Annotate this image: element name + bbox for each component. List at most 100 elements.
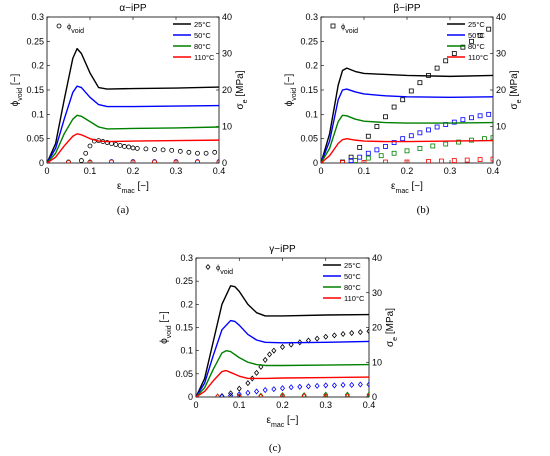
data-point xyxy=(297,383,303,390)
data-point xyxy=(443,58,449,64)
legend-label: 50°C xyxy=(468,31,485,40)
y-right-tick-label: 30 xyxy=(222,49,232,59)
data-point xyxy=(245,380,251,387)
legend-marker-label: ϕvoid xyxy=(67,22,84,35)
chart-b: 0 0.1 0.2 0.3 0.400.050.10.150.20.250.301020… xyxy=(284,3,523,216)
y-left-tick-label: 0.25 xyxy=(175,276,193,286)
x-tick-label: 0.4 xyxy=(213,166,226,176)
data-point xyxy=(340,160,345,163)
y-right-tick-label: 0 xyxy=(222,158,227,168)
data-point xyxy=(143,146,149,152)
x-tick-label: 0.1 xyxy=(233,400,246,410)
data-point xyxy=(357,329,363,336)
legend-label: 80°C xyxy=(194,42,211,51)
y-right-axis-label: σe [MPa] xyxy=(235,70,249,109)
data-point xyxy=(254,369,260,376)
x-tick-label: 0.2 xyxy=(401,166,414,176)
y-right-tick-label: 10 xyxy=(496,122,506,132)
y-left-tick-label: 0.3 xyxy=(180,253,193,263)
data-point xyxy=(173,159,179,163)
y-left-tick-label: 0.1 xyxy=(31,109,44,119)
x-tick-label: 0 xyxy=(318,166,323,176)
data-point xyxy=(417,130,423,136)
legend-label: 25°C xyxy=(344,261,361,270)
data-point xyxy=(301,392,307,397)
data-point xyxy=(477,157,483,162)
data-point xyxy=(47,160,50,163)
series-line xyxy=(321,88,493,163)
data-point xyxy=(352,158,358,163)
y-left-tick-label: 0 xyxy=(39,158,44,168)
data-point xyxy=(400,136,406,142)
data-point xyxy=(258,363,264,370)
data-point xyxy=(477,113,483,119)
data-point xyxy=(66,160,71,163)
data-point xyxy=(391,150,397,156)
legend-label: 25°C xyxy=(194,20,211,29)
data-point xyxy=(469,38,474,44)
y-right-tick-label: 10 xyxy=(222,122,232,132)
data-point xyxy=(79,158,84,163)
data-point xyxy=(262,356,268,363)
legend-label: 50°C xyxy=(344,272,361,281)
plot-area xyxy=(321,26,493,163)
data-point xyxy=(366,381,369,388)
x-axis-label: εmac [−] xyxy=(117,181,149,195)
data-point xyxy=(349,381,355,388)
data-point xyxy=(177,148,183,154)
data-point xyxy=(434,65,440,71)
plot-area xyxy=(196,285,369,397)
x-tick-label: 0 xyxy=(44,166,49,176)
x-tick-label: 0.4 xyxy=(363,400,376,410)
data-point xyxy=(258,392,264,397)
legend-marker xyxy=(205,263,211,271)
data-point xyxy=(87,160,93,163)
y-left-tick-label: 0.1 xyxy=(180,346,193,356)
x-tick-label: 0 xyxy=(193,400,198,410)
series-line xyxy=(47,133,219,163)
data-point xyxy=(357,381,363,388)
data-point xyxy=(344,391,350,397)
data-point xyxy=(109,159,114,163)
data-point xyxy=(236,391,242,397)
data-point xyxy=(486,26,492,32)
data-point xyxy=(374,147,380,153)
data-point xyxy=(451,51,457,56)
data-point xyxy=(301,393,307,397)
series-line xyxy=(321,67,493,163)
data-point xyxy=(288,384,294,391)
data-point xyxy=(451,158,457,163)
data-point xyxy=(323,393,329,397)
y-right-tick-label: 40 xyxy=(222,12,232,22)
data-point xyxy=(404,159,410,163)
data-point xyxy=(104,140,110,145)
y-left-tick-label: 0 xyxy=(188,392,193,402)
data-point xyxy=(258,393,264,397)
data-point xyxy=(169,147,175,153)
data-point xyxy=(490,135,493,141)
data-point xyxy=(195,150,200,156)
data-point xyxy=(267,351,273,358)
plot-area xyxy=(47,47,219,163)
data-point xyxy=(186,149,192,155)
y-left-tick-label: 0.2 xyxy=(31,61,44,71)
data-point xyxy=(215,393,221,397)
x-tick-label: 0.2 xyxy=(127,166,140,176)
data-point xyxy=(366,393,369,397)
chart-a: 0 0.1 0.2 0.3 0.400.050.10.150.20.250.301020… xyxy=(10,3,249,216)
data-point xyxy=(366,328,369,335)
y-left-axis-label: ϕvoid [−] xyxy=(10,73,24,106)
y-left-tick-label: 0.05 xyxy=(175,369,193,379)
y-left-tick-label: 0.15 xyxy=(26,85,44,95)
data-point xyxy=(357,145,363,150)
data-point xyxy=(203,150,209,156)
y-right-tick-label: 0 xyxy=(496,158,501,168)
data-point xyxy=(305,383,311,390)
plot-frame xyxy=(46,16,220,164)
data-point xyxy=(254,388,260,395)
data-point xyxy=(314,335,320,342)
chart-caption: (b) xyxy=(417,204,430,216)
data-point xyxy=(460,44,466,50)
x-tick-label: 0.3 xyxy=(170,166,183,176)
